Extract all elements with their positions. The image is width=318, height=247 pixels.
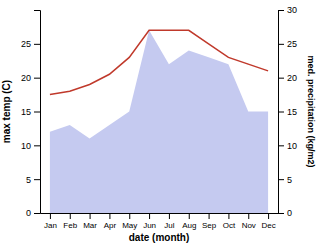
tick: 5: [26, 175, 40, 185]
tick: 0: [278, 208, 292, 218]
tick-mark: [278, 10, 284, 11]
tick: 5: [278, 175, 292, 185]
tick: Apr: [104, 213, 117, 230]
tick: 15: [21, 107, 40, 117]
tick-mark: [248, 213, 249, 219]
tick-label: Jan: [44, 221, 57, 230]
tick-mark: [278, 213, 284, 214]
tick-label: 15: [287, 107, 297, 117]
tick-mark: [34, 78, 40, 79]
tick-label: 5: [287, 175, 292, 185]
tick: Sep: [202, 213, 217, 230]
tick-label: Apr: [104, 221, 117, 230]
tick-label: 10: [287, 141, 297, 151]
chart: Jan Feb Mar Apr May Jun Jul Aug Sep Oct Nov Dec 0 5 10…: [0, 0, 318, 247]
tick-mark: [228, 213, 229, 219]
tick: 20: [278, 73, 297, 83]
tick: 15: [278, 107, 297, 117]
tick: Jun: [143, 213, 156, 230]
tick-mark: [70, 213, 71, 219]
tick-mark: [169, 213, 170, 219]
y2-axis: 0 5 10 15 20 25 30: [278, 5, 297, 218]
tick-mark: [209, 213, 210, 219]
tick-mark: [34, 179, 40, 180]
tick-mark: [109, 213, 110, 219]
tick: 20: [21, 73, 40, 83]
plot-area: Jan Feb Mar Apr May Jun Jul Aug Sep Oct Nov Dec 0 5 10…: [1, 5, 316, 243]
tick-label: Sep: [202, 221, 217, 230]
tick-label: Mar: [83, 221, 97, 230]
y-axis-title: max temp (C): [1, 80, 12, 143]
tick: Mar: [83, 213, 97, 230]
tick: 10: [278, 141, 297, 151]
tick: Oct: [223, 213, 236, 230]
tick-mark: [90, 213, 91, 219]
tick-mark: [189, 213, 190, 219]
tick-mark: [278, 179, 284, 180]
tick: Dec: [261, 213, 275, 230]
tick: 30: [278, 5, 297, 15]
tick-label: May: [122, 221, 137, 230]
tick-label: Aug: [182, 221, 196, 230]
tick-mark: [278, 145, 284, 146]
tick-mark: [278, 78, 284, 79]
tick-mark: [34, 44, 40, 45]
tick: 25: [278, 39, 297, 49]
marks: [50, 30, 268, 213]
tick: 10: [21, 141, 40, 151]
tick: Aug: [182, 213, 196, 230]
tick-mark: [149, 213, 150, 219]
x-axis-title: date (month): [129, 232, 190, 243]
tick-label: Dec: [261, 221, 275, 230]
tick-mark: [278, 44, 284, 45]
tick-mark: [129, 213, 130, 219]
tick-mark: [278, 112, 284, 113]
x-axis: Jan Feb Mar Apr May Jun Jul Aug Sep Oct Nov Dec: [41, 213, 279, 230]
tick-label: 20: [21, 73, 31, 83]
tick: Jan: [44, 213, 57, 230]
tick-label: 5: [26, 175, 31, 185]
axis-line: [41, 213, 279, 214]
tick-label: 25: [287, 39, 297, 49]
tick: 0: [26, 208, 40, 218]
tick-label: Nov: [242, 221, 256, 230]
y2-axis-title: med. precipitation (kg/m2): [306, 55, 316, 167]
tick-mark: [34, 145, 40, 146]
tick-label: 25: [21, 39, 31, 49]
tick-label: Oct: [223, 221, 236, 230]
tick-label: Feb: [63, 221, 77, 230]
tick-label: Jul: [164, 221, 174, 230]
tick: Nov: [242, 213, 256, 230]
tick-label: 0: [287, 208, 292, 218]
tick-mark: [268, 213, 269, 219]
tick: Jul: [164, 213, 174, 230]
y-axis: 0 5 10 15 20 25: [21, 11, 41, 219]
tick-mark: [34, 112, 40, 113]
tick-mark: [34, 213, 40, 214]
line: [50, 30, 268, 94]
axis-line: [34, 11, 41, 214]
tick-label: 10: [21, 141, 31, 151]
tick-label: Jun: [143, 221, 156, 230]
tick: 25: [21, 39, 40, 49]
axis-line: [279, 11, 285, 214]
tick-mark: [50, 213, 51, 219]
tick: May: [122, 213, 137, 230]
tick-label: 30: [287, 5, 297, 15]
tick-label: 15: [21, 107, 31, 117]
tick-label: 0: [26, 208, 31, 218]
tick: Feb: [63, 213, 77, 230]
tick-label: 20: [287, 73, 297, 83]
area: [50, 30, 268, 213]
